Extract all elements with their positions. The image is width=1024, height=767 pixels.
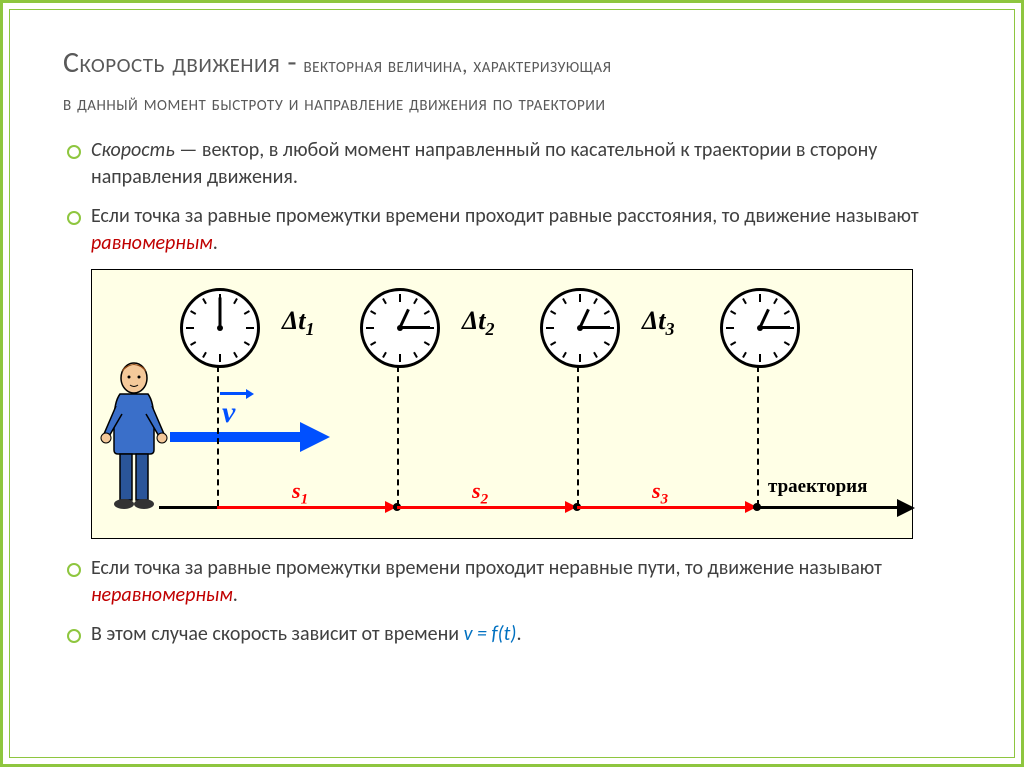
bullet-list-top: Скорость — вектор, в любой момент направ… — [63, 137, 961, 257]
bullet-2: Если точка за равные промежутки времени … — [63, 203, 961, 257]
bullet-list-bottom: Если точка за равные промежутки времени … — [63, 555, 961, 648]
bullet-1-text: — вектор, в любой момент направленный по… — [91, 138, 877, 189]
bullet-3-em: неравномерным — [91, 583, 233, 607]
title-main: Скорость движения - — [63, 44, 297, 81]
dash-line — [577, 366, 579, 506]
bullet-2-text: Если точка за равные промежутки времени … — [91, 204, 919, 228]
bullet-4-text: В этом случае скорость зависит от времен… — [91, 622, 464, 646]
dash-line — [757, 366, 759, 506]
dash-line — [217, 366, 219, 506]
dt-label: Δt1 — [282, 306, 315, 340]
diagram-container: v траектория — [91, 269, 961, 539]
segment-label: s2 — [472, 478, 488, 508]
person-icon — [100, 362, 172, 517]
bullet-2-em: равномерным — [91, 231, 213, 255]
bullet-1: Скорость — вектор, в любой момент направ… — [63, 137, 961, 191]
bullet-4-formula: v = f(t) — [464, 622, 517, 646]
trajectory-arrow — [897, 499, 915, 517]
slide-title: Скорость движения - векторная величина, … — [63, 43, 961, 119]
clock — [720, 288, 800, 368]
dt-label: Δt2 — [462, 306, 495, 340]
bullet-2-post: . — [213, 231, 218, 255]
trajectory-label: траектория — [768, 476, 867, 498]
dash-line — [397, 366, 399, 506]
clock — [180, 288, 260, 368]
bullet-4: В этом случае скорость зависит от времен… — [63, 621, 961, 648]
bullet-3-post: . — [233, 583, 238, 607]
diagram: v траектория — [91, 269, 913, 539]
v-arrow-head — [300, 422, 330, 452]
v-label: v — [222, 396, 235, 430]
bullet-1-term: Скорость — [91, 138, 175, 162]
segment-dot — [753, 503, 761, 511]
title-rest1: векторная величина, характеризующая — [303, 51, 611, 78]
slide: Скорость движения - векторная величина, … — [0, 0, 1024, 767]
bullet-3-text: Если точка за равные промежутки времени … — [91, 556, 882, 580]
dt-label: Δt3 — [642, 306, 675, 340]
clock — [360, 288, 440, 368]
clock — [540, 288, 620, 368]
bullet-4-post: . — [516, 622, 521, 646]
segment-label: s3 — [652, 478, 668, 508]
v-arrow-line — [170, 432, 300, 442]
bullet-3: Если точка за равные промежутки времени … — [63, 555, 961, 609]
v-vector-bar — [220, 392, 248, 395]
title-rest2: в данный момент быстроту и направление д… — [63, 89, 606, 116]
segment-label: s1 — [292, 478, 308, 508]
